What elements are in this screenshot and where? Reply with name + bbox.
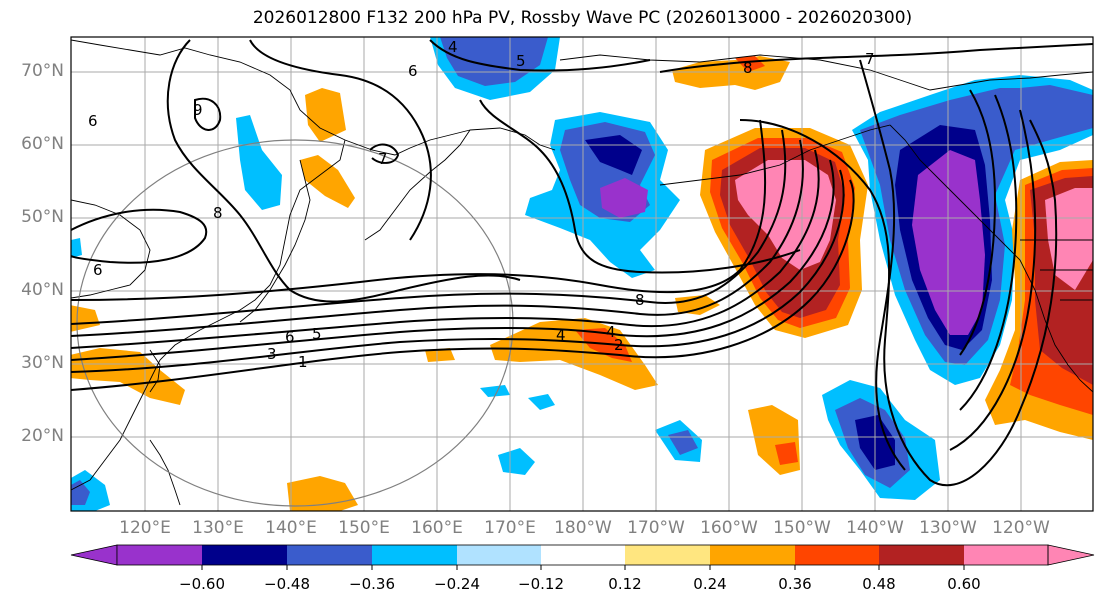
colorbar-tick-label: 0.48: [862, 575, 896, 593]
lat-label: 70°N: [21, 61, 64, 81]
colorbar-extend-high: [1047, 544, 1095, 566]
coastlines: [71, 39, 1093, 506]
lon-label: 140°W: [846, 518, 904, 538]
colorbar-tick-label: 0.60: [947, 575, 981, 593]
contour-label: 6: [408, 62, 418, 80]
lon-label: 140°E: [265, 518, 317, 538]
lat-label: 30°N: [21, 353, 64, 373]
colorbar-extend-low: [70, 544, 118, 566]
colorbar-swatch: [287, 545, 372, 565]
lon-label: 130°W: [919, 518, 977, 538]
map-title: 2026012800 F132 200 hPa PV, Rossby Wave …: [252, 8, 913, 28]
colorbar-tick-label: 0.12: [608, 575, 642, 593]
lon-label: 170°W: [627, 518, 685, 538]
lon-label: 150°W: [773, 518, 831, 538]
colorbar-swatch: [541, 545, 625, 565]
colorbar-tick-label: −0.12: [518, 575, 564, 593]
contour-label: 3: [267, 345, 277, 363]
contour-label: 1: [298, 353, 308, 371]
lat-label: 20°N: [21, 426, 64, 446]
contour-label: 8: [635, 291, 645, 309]
lon-label: 130°E: [192, 518, 244, 538]
lon-label: 160°W: [700, 518, 758, 538]
colorbar-swatch: [710, 545, 795, 565]
contour-label: 7: [865, 50, 875, 68]
lon-label: 160°E: [411, 518, 463, 538]
contour-label: 4: [556, 326, 566, 344]
contour-label: 5: [516, 52, 526, 70]
colorbar-tick-label: −0.60: [179, 575, 225, 593]
lat-label: 50°N: [21, 207, 64, 227]
colorbar-tick-label: −0.48: [264, 575, 310, 593]
contour-label: 2: [614, 336, 624, 354]
lat-label: 60°N: [21, 134, 64, 154]
colorbar-tick-label: 0.36: [778, 575, 812, 593]
contour-label: 9: [193, 101, 203, 119]
lon-label: 150°E: [338, 518, 390, 538]
colorbar-swatch: [117, 545, 202, 565]
colorbar-tick-label: −0.24: [434, 575, 480, 593]
lat-label: 40°N: [21, 280, 64, 300]
contour-label: 8: [213, 204, 223, 222]
lon-label: 170°E: [484, 518, 536, 538]
colorbar: [70, 544, 1095, 570]
pv-anomaly-shading: [71, 37, 1093, 511]
contour-labels: 4 5 6 6 7 8 9 7 8 6 8 6 5 4 3 1 4 2: [88, 38, 875, 371]
contour-label: 8: [743, 59, 753, 77]
colorbar-swatch: [372, 545, 457, 565]
lon-label: 180°W: [554, 518, 612, 538]
contour-label: 6: [93, 261, 103, 279]
colorbar-swatch: [202, 545, 287, 565]
colorbar-tick-label: 0.24: [693, 575, 727, 593]
contour-label: 4: [448, 38, 458, 56]
map-frame: [70, 36, 1094, 512]
contour-label: 6: [88, 112, 98, 130]
colorbar-tick-label: −0.36: [349, 575, 395, 593]
contour-label: 5: [312, 325, 322, 343]
colorbar-swatch: [625, 545, 710, 565]
contour-label: 6: [285, 328, 295, 346]
colorbar-swatch: [879, 545, 964, 565]
map-panel: 4 5 6 6 7 8 9 7 8 6 8 6 5 4 3 1 4 2: [71, 37, 1093, 511]
contour-label: 4: [606, 323, 616, 341]
colorbar-swatch: [964, 545, 1048, 565]
lon-label: 120°E: [119, 518, 171, 538]
pv-contours: [71, 39, 1093, 487]
colorbar-swatch: [795, 545, 879, 565]
colorbar-swatch: [457, 545, 541, 565]
contour-label: 7: [378, 150, 388, 168]
lon-label: 120°W: [992, 518, 1050, 538]
